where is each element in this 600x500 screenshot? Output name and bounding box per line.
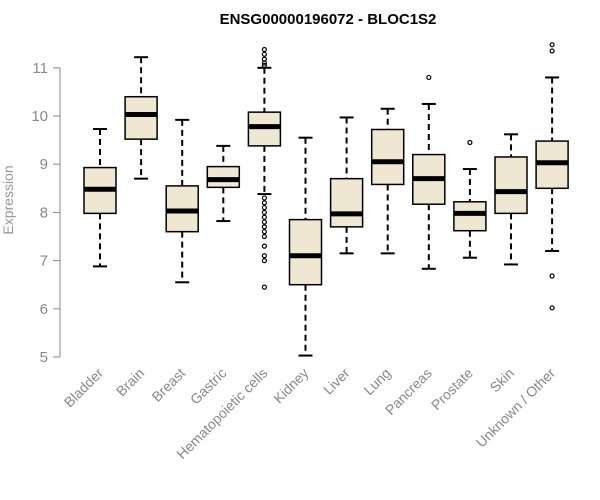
- box-iqr: [494, 156, 528, 215]
- outlier-point: [261, 233, 267, 240]
- box-iqr: [329, 177, 364, 228]
- x-tick-label: Lung: [360, 365, 393, 398]
- x-tick-label: Bladder: [61, 365, 107, 411]
- x-tick-label: Skin: [487, 365, 518, 396]
- outlier-point: [261, 200, 267, 206]
- outlier-point: [261, 214, 267, 220]
- box-pancreas: [412, 74, 446, 270]
- outlier-point: [261, 51, 267, 57]
- y-tick-label: 6: [40, 301, 48, 318]
- box-iqr: [124, 95, 158, 140]
- box-kidney: [288, 136, 323, 357]
- outlier-point: [261, 219, 267, 225]
- chart-title: ENSG00000196072 - BLOC1S2: [220, 11, 437, 28]
- outlier-point: [261, 253, 267, 259]
- y-tick-label: 7: [40, 253, 48, 270]
- outlier-point: [261, 46, 267, 53]
- outlier-point: [426, 74, 432, 81]
- box-unknown-other: [535, 42, 569, 311]
- outlier-point: [261, 204, 267, 211]
- outlier-point: [261, 284, 267, 290]
- outlier-point: [261, 243, 267, 249]
- box-liver: [329, 116, 364, 255]
- box-prostate: [453, 139, 487, 259]
- box-lung: [370, 107, 405, 255]
- y-tick-label: 10: [31, 108, 48, 125]
- x-tick-label: Liver: [320, 365, 353, 398]
- outlier-point: [549, 305, 555, 311]
- box-iqr: [206, 165, 241, 189]
- outlier-point: [549, 42, 555, 48]
- outlier-point: [261, 195, 267, 201]
- box-brain: [124, 56, 158, 180]
- x-tick-label: Breast: [148, 365, 188, 405]
- box-skin: [494, 133, 528, 266]
- x-tick-label: Kidney: [270, 365, 312, 407]
- outlier-point: [261, 229, 267, 235]
- box-iqr: [370, 128, 405, 186]
- y-tick-label: 8: [40, 204, 48, 221]
- x-tick-label: Brain: [113, 365, 147, 399]
- box-hematopoietic-cells: [247, 46, 282, 290]
- box-gastric: [206, 144, 241, 223]
- outlier-point: [549, 273, 555, 279]
- box-breast: [165, 118, 199, 284]
- y-tick-label: 9: [40, 156, 48, 173]
- box-iqr: [288, 218, 323, 286]
- outlier-point: [467, 139, 473, 146]
- y-tick-label: 5: [40, 349, 48, 366]
- outlier-point: [261, 62, 267, 68]
- y-tick-label: 11: [32, 60, 48, 77]
- box-iqr: [453, 201, 487, 232]
- y-axis: 5 6 7 8 9 10 11: [31, 60, 61, 366]
- outlier-point: [261, 209, 267, 215]
- plot-area: [83, 42, 569, 357]
- outlier-point: [261, 60, 267, 66]
- outlier-point: [549, 48, 555, 54]
- x-tick-label: Prostate: [428, 365, 476, 413]
- outlier-point: [261, 224, 267, 230]
- box-bladder: [83, 128, 117, 268]
- y-axis-label: Expression: [0, 165, 16, 234]
- outlier-point: [261, 258, 267, 264]
